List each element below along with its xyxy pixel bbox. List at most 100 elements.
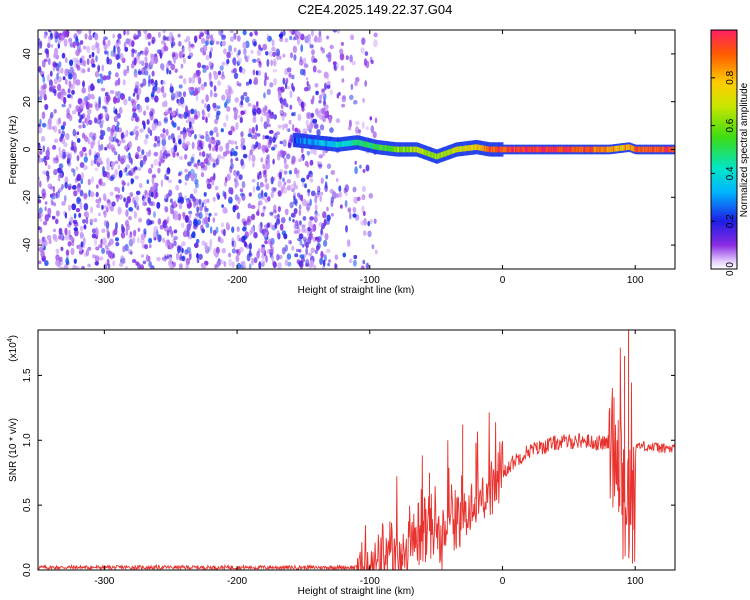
noise-cell: [178, 172, 182, 177]
noise-cell: [233, 47, 237, 53]
noise-cell: [163, 42, 167, 51]
noise-cell: [143, 30, 148, 35]
noise-cell: [120, 157, 125, 165]
noise-cell: [249, 149, 253, 156]
noise-cell: [161, 133, 166, 141]
noise-cell: [215, 139, 219, 144]
noise-cell: [125, 129, 129, 137]
noise-cell: [53, 77, 58, 85]
noise-cell: [195, 198, 199, 207]
signal-cell: [609, 146, 611, 153]
signal-cell: [525, 146, 528, 153]
noise-cell: [152, 231, 157, 238]
noise-cell: [298, 209, 302, 216]
noise-cell: [91, 45, 96, 51]
noise-cell: [283, 112, 287, 117]
noise-cell: [120, 139, 126, 144]
noise-cell: [255, 70, 259, 76]
signal-cell: [559, 146, 561, 153]
noise-cell: [233, 107, 239, 116]
signal-cell: [503, 146, 505, 153]
noise-cell: [145, 134, 149, 139]
noise-cell: [260, 157, 264, 163]
noise-cell: [324, 184, 328, 193]
noise-cell: [293, 223, 297, 230]
noise-cell: [290, 52, 293, 59]
noise-cell: [130, 157, 133, 165]
noise-cell: [233, 150, 238, 157]
noise-cell: [78, 124, 82, 129]
noise-cell: [135, 154, 139, 160]
signal-cell: [504, 146, 506, 153]
noise-cell: [106, 164, 111, 171]
noise-cell: [289, 90, 293, 99]
noise-cell: [312, 65, 317, 73]
noise-cell: [282, 177, 285, 183]
noise-cell: [212, 163, 216, 168]
noise-cell: [248, 128, 252, 135]
noise-cell: [147, 207, 152, 216]
signal-cell: [587, 146, 590, 153]
noise-cell: [196, 258, 200, 264]
noise-cell: [60, 34, 65, 41]
noise-cell: [308, 39, 312, 46]
noise-cell: [201, 240, 206, 246]
noise-cell: [173, 240, 177, 247]
noise-cell: [245, 81, 250, 86]
noise-cell: [134, 125, 139, 130]
spectrogram-noise: [38, 30, 378, 269]
noise-cell: [204, 198, 207, 205]
noise-cell: [88, 34, 93, 41]
signal-cell: [388, 145, 391, 152]
noise-cell: [73, 213, 77, 219]
spectrogram-y-label: Frequency (Hz): [8, 116, 19, 185]
noise-cell: [184, 215, 189, 223]
noise-cell: [64, 181, 68, 189]
noise-cell: [196, 69, 201, 77]
noise-cell: [293, 230, 299, 234]
noise-cell: [278, 171, 282, 179]
noise-cell: [297, 237, 302, 242]
signal-cell: [313, 139, 315, 145]
noise-cell: [284, 208, 289, 215]
noise-cell: [276, 253, 280, 261]
noise-cell: [82, 146, 87, 152]
signal-cell: [427, 150, 430, 157]
signal-cell: [482, 145, 485, 152]
noise-cell: [270, 191, 275, 199]
signal-cell: [595, 146, 597, 153]
signal-cell: [418, 147, 420, 153]
noise-cell: [137, 30, 142, 38]
noise-cell: [164, 255, 170, 260]
noise-cell: [88, 119, 93, 126]
signal-cell: [443, 151, 445, 157]
signal-cell: [397, 146, 400, 153]
noise-cell: [82, 236, 86, 245]
noise-cell: [162, 152, 166, 159]
noise-cell: [238, 247, 244, 253]
noise-cell: [79, 57, 83, 64]
noise-cell: [151, 70, 155, 77]
noise-cell: [239, 117, 243, 124]
noise-cell: [128, 141, 133, 149]
noise-cell: [163, 118, 168, 124]
signal-cell: [414, 146, 417, 153]
noise-cell: [149, 111, 154, 117]
noise-cell: [254, 132, 258, 140]
colorbar: 0.00.20.40.60.8 Normalized spectral ampl…: [710, 29, 750, 276]
noise-cell: [49, 86, 54, 92]
noise-cell: [41, 59, 46, 68]
noise-cell: [302, 216, 307, 221]
signal-cell: [382, 145, 385, 151]
noise-cell: [299, 220, 302, 226]
noise-cell: [293, 184, 299, 190]
signal-cell: [341, 141, 344, 147]
noise-cell: [154, 122, 158, 129]
noise-cell: [204, 205, 207, 213]
noise-cell: [55, 154, 59, 161]
noise-cell: [87, 108, 92, 115]
noise-cell: [172, 122, 177, 128]
noise-cell: [134, 175, 140, 180]
noise-cell: [341, 103, 346, 108]
noise-cell: [282, 77, 286, 85]
